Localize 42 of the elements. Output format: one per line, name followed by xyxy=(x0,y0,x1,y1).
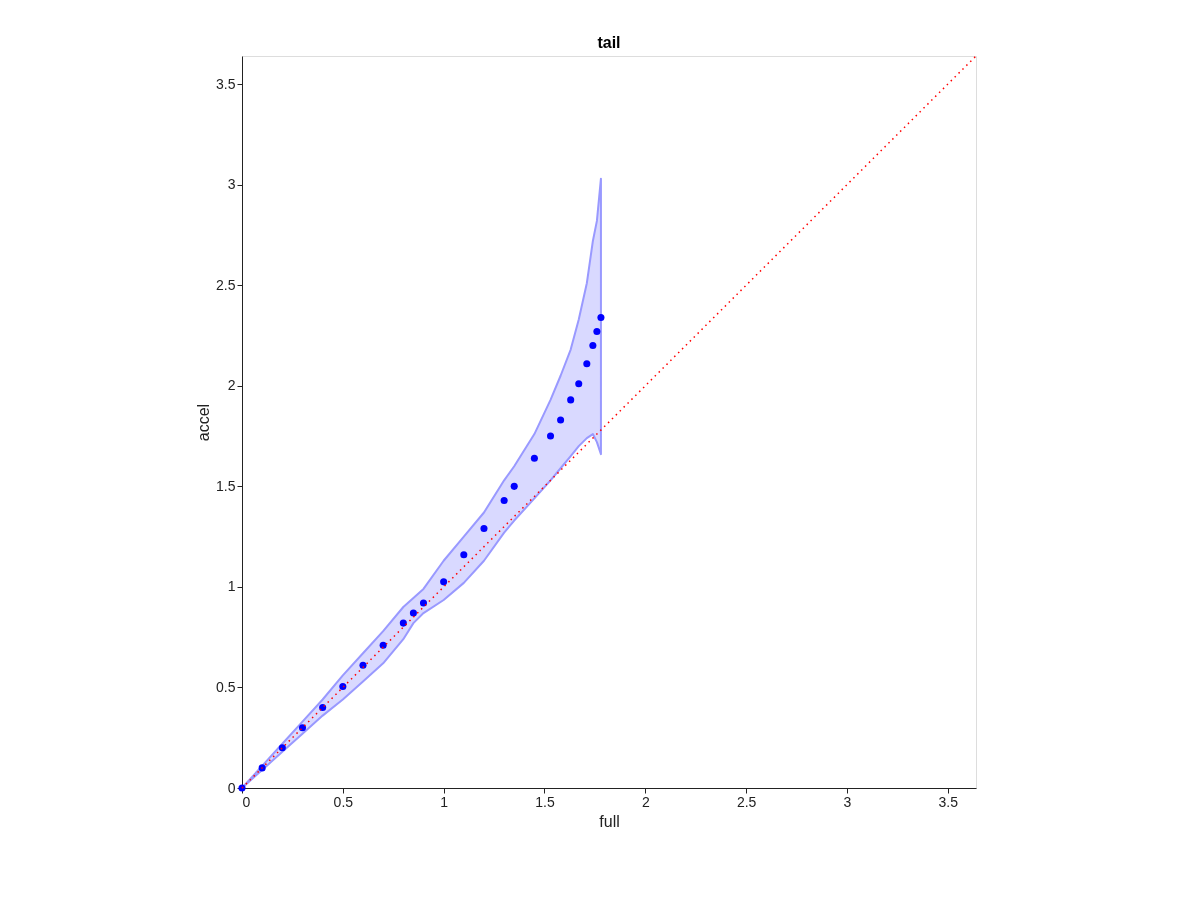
x-axis-title: full xyxy=(599,812,620,830)
x-tick-label: 1 xyxy=(440,793,449,810)
point xyxy=(510,482,518,490)
point xyxy=(583,360,591,368)
chart-title: tail xyxy=(597,34,621,52)
point xyxy=(319,704,327,712)
y-tick-label: 2.5 xyxy=(216,276,236,293)
point xyxy=(480,525,488,533)
point xyxy=(460,551,468,559)
point xyxy=(258,764,266,772)
point xyxy=(567,396,575,404)
x-tick-label: 3 xyxy=(843,793,852,810)
point xyxy=(399,619,407,627)
point xyxy=(359,661,367,669)
point xyxy=(546,432,555,440)
point xyxy=(409,609,417,617)
y-tick-label: 1.5 xyxy=(216,477,236,494)
point xyxy=(419,599,428,607)
x-tick-label: 2.5 xyxy=(736,793,757,810)
y-tick-label: 2 xyxy=(227,377,236,394)
y-tick-label: 0 xyxy=(227,779,236,796)
point xyxy=(440,578,448,586)
point xyxy=(339,682,347,690)
x-tick-label: 0 xyxy=(242,793,251,810)
y-tick-label: 0.5 xyxy=(216,678,236,695)
x-tick-label: 2 xyxy=(641,793,650,810)
y-tick-label: 3.5 xyxy=(216,75,236,92)
x-tick-label: 3.5 xyxy=(938,793,959,810)
point xyxy=(589,342,597,350)
point xyxy=(500,496,508,504)
y-tick-label: 1 xyxy=(227,578,236,595)
point xyxy=(557,416,565,424)
point xyxy=(597,313,605,321)
point xyxy=(593,327,601,336)
y-axis-title: accel xyxy=(195,403,213,442)
y-tick-label: 3 xyxy=(227,176,236,193)
point xyxy=(379,641,387,649)
x-tick-label: 1.5 xyxy=(535,793,555,810)
point xyxy=(530,454,538,462)
point xyxy=(575,380,583,388)
x-tick-label: 0.5 xyxy=(333,793,354,810)
point xyxy=(298,724,307,732)
